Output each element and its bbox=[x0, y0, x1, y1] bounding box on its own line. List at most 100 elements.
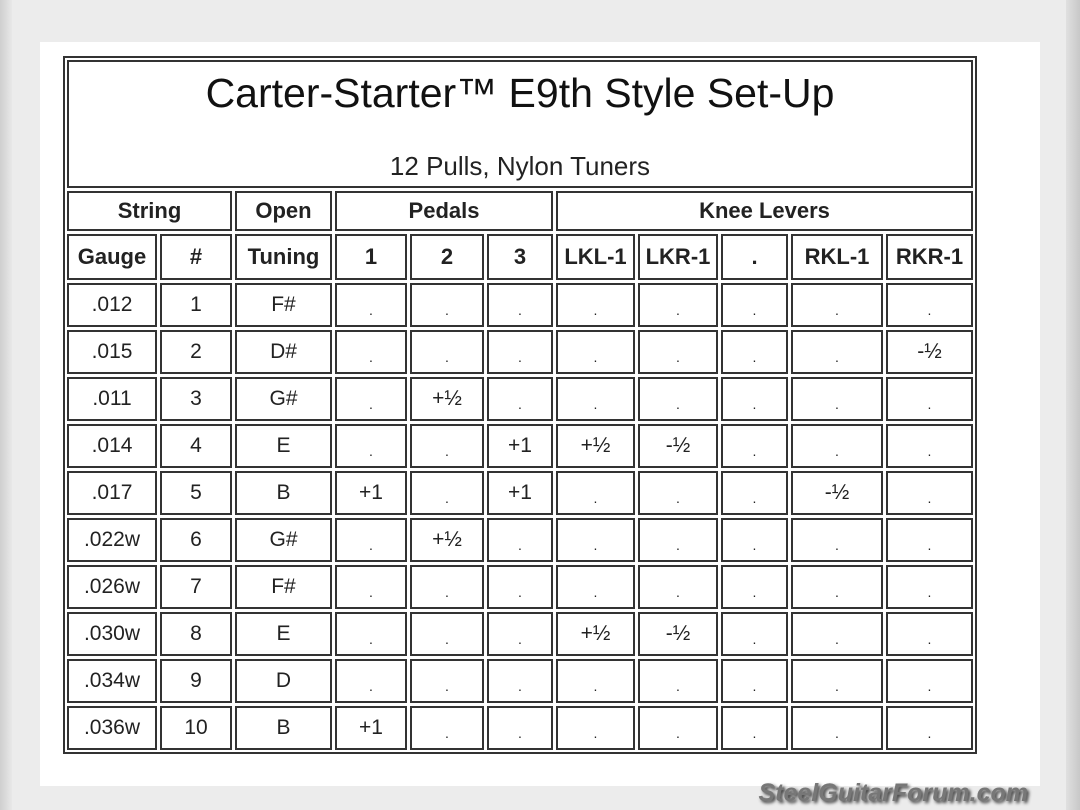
table-cell: .014 bbox=[67, 424, 157, 468]
table-cell: 9 bbox=[160, 659, 232, 703]
group-header-pedals: Pedals bbox=[335, 191, 553, 231]
cell-value: . bbox=[676, 584, 680, 600]
setup-table: Carter-Starter™ E9th Style Set-Up 12 Pul… bbox=[64, 57, 976, 753]
cell-value: . bbox=[835, 725, 839, 741]
table-cell: . bbox=[335, 283, 407, 327]
cell-value: G# bbox=[269, 387, 298, 410]
table-cell: . bbox=[556, 377, 635, 421]
table-cell: . bbox=[886, 283, 973, 327]
table-row: .012 1 F#........ bbox=[67, 283, 973, 327]
table-cell: . bbox=[791, 330, 883, 374]
cell-value: . bbox=[676, 396, 680, 412]
table-cell: .026w bbox=[67, 565, 157, 609]
cell-value: . bbox=[445, 631, 449, 647]
cell-value: . bbox=[593, 490, 598, 506]
table-cell: . bbox=[721, 518, 788, 562]
cell-value: . bbox=[835, 443, 839, 459]
table-cell: .036w bbox=[67, 706, 157, 750]
cell-value: G# bbox=[269, 528, 298, 551]
table-cell: . bbox=[791, 659, 883, 703]
column-header: 3 bbox=[487, 234, 553, 280]
cell-value: . bbox=[445, 349, 449, 365]
cell-value: . bbox=[676, 678, 680, 694]
column-header: RKR-1 bbox=[886, 234, 973, 280]
table-cell: . bbox=[335, 330, 407, 374]
cell-value: . bbox=[593, 725, 598, 741]
cell-value: . bbox=[752, 443, 757, 459]
cell-value: . bbox=[593, 584, 598, 600]
cell-value: 2 bbox=[190, 340, 202, 363]
cell-value: . bbox=[593, 349, 598, 365]
table-cell: . bbox=[410, 612, 484, 656]
cell-value: . bbox=[518, 631, 522, 647]
cell-value: . bbox=[752, 490, 757, 506]
table-cell: . bbox=[886, 471, 973, 515]
column-header: LKR-1 bbox=[638, 234, 718, 280]
cell-value: . bbox=[369, 678, 373, 694]
cell-value: +1 bbox=[359, 481, 383, 504]
table-cell: . bbox=[410, 565, 484, 609]
cell-value: F# bbox=[271, 575, 296, 598]
table-cell: . bbox=[886, 424, 973, 468]
table-cell: . bbox=[410, 471, 484, 515]
cell-value: .034w bbox=[83, 669, 141, 692]
table-cell: D# bbox=[235, 330, 332, 374]
cell-value: . bbox=[927, 584, 932, 600]
cell-value: 7 bbox=[190, 575, 202, 598]
table-cell: . bbox=[638, 706, 718, 750]
table-cell: . bbox=[556, 659, 635, 703]
table-cell: . bbox=[721, 283, 788, 327]
cell-value: .030w bbox=[83, 622, 141, 645]
table-cell: 3 bbox=[160, 377, 232, 421]
table-cell: . bbox=[335, 659, 407, 703]
cell-value: . bbox=[752, 537, 757, 553]
cell-value: E bbox=[276, 622, 291, 645]
column-header: 2 bbox=[410, 234, 484, 280]
table-cell: .011 bbox=[67, 377, 157, 421]
table-cell: . bbox=[410, 706, 484, 750]
cell-value: . bbox=[518, 349, 522, 365]
cell-value: 3 bbox=[190, 387, 202, 410]
table-row: .030w 8 E... +½ -½... bbox=[67, 612, 973, 656]
cell-value: +1 bbox=[508, 434, 532, 457]
cell-value: D# bbox=[270, 340, 297, 363]
table-cell: . bbox=[791, 424, 883, 468]
table-cell: 10 bbox=[160, 706, 232, 750]
cell-value: .015 bbox=[91, 340, 133, 363]
cell-value: E bbox=[276, 434, 291, 457]
table-cell: +½ bbox=[410, 377, 484, 421]
cell-value: . bbox=[445, 678, 449, 694]
cell-value: . bbox=[927, 631, 932, 647]
cell-value: . bbox=[676, 537, 680, 553]
cell-value: . bbox=[927, 302, 932, 318]
cell-value: -½ bbox=[665, 622, 691, 645]
group-header-open: Open bbox=[235, 191, 332, 231]
table-cell: B bbox=[235, 706, 332, 750]
table-cell: . bbox=[721, 330, 788, 374]
cell-value: .026w bbox=[83, 575, 141, 598]
table-cell: . bbox=[886, 565, 973, 609]
cell-value: . bbox=[676, 490, 680, 506]
table-cell: . bbox=[410, 659, 484, 703]
cell-value: . bbox=[752, 302, 757, 318]
cell-value: . bbox=[445, 584, 449, 600]
column-header: 1 bbox=[335, 234, 407, 280]
cell-value: +½ bbox=[580, 434, 611, 457]
cell-value: . bbox=[518, 584, 522, 600]
cell-value: . bbox=[369, 349, 373, 365]
cell-value: +½ bbox=[432, 528, 462, 551]
table-row: .034w 9 D........ bbox=[67, 659, 973, 703]
table-cell: . bbox=[410, 330, 484, 374]
cell-value: . bbox=[927, 396, 932, 412]
table-cell: .012 bbox=[67, 283, 157, 327]
table-cell: . bbox=[335, 377, 407, 421]
cell-value: 8 bbox=[190, 622, 202, 645]
cell-value: . bbox=[927, 537, 932, 553]
table-cell: . bbox=[487, 706, 553, 750]
cell-value: . bbox=[593, 537, 598, 553]
cell-value: . bbox=[518, 725, 522, 741]
cell-value: .014 bbox=[91, 434, 133, 457]
column-header: # bbox=[160, 234, 232, 280]
column-header: RKL-1 bbox=[791, 234, 883, 280]
cell-value: .012 bbox=[91, 293, 133, 316]
